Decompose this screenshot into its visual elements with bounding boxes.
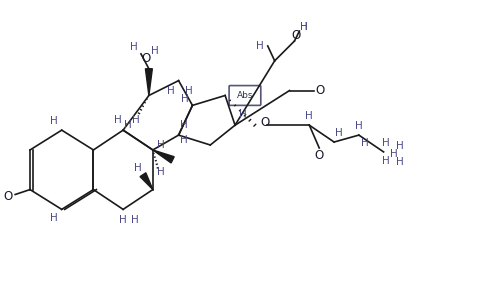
- Text: H: H: [114, 115, 122, 125]
- Text: H: H: [382, 156, 389, 166]
- Text: H: H: [119, 215, 127, 225]
- Text: H: H: [167, 86, 174, 95]
- Polygon shape: [153, 150, 174, 163]
- Text: H: H: [124, 120, 132, 130]
- Text: H: H: [180, 120, 187, 130]
- Text: H: H: [396, 157, 403, 167]
- Text: H: H: [130, 42, 138, 52]
- Text: H: H: [132, 115, 140, 125]
- Text: H: H: [131, 215, 139, 225]
- Text: H: H: [157, 140, 165, 150]
- Text: H: H: [361, 138, 369, 148]
- Text: H: H: [180, 135, 187, 145]
- Text: O: O: [315, 149, 324, 162]
- Text: O: O: [4, 190, 13, 203]
- Text: H: H: [50, 116, 57, 126]
- Text: Abs: Abs: [237, 91, 253, 100]
- Text: H: H: [157, 167, 165, 177]
- Text: H: H: [382, 138, 389, 148]
- Text: O: O: [292, 28, 301, 41]
- Text: H: H: [335, 128, 343, 138]
- Text: H: H: [306, 111, 313, 121]
- Text: H: H: [389, 149, 398, 159]
- Text: H: H: [134, 163, 142, 173]
- Polygon shape: [146, 69, 152, 95]
- Text: O: O: [316, 84, 325, 97]
- Text: O: O: [260, 116, 269, 129]
- Text: H: H: [396, 141, 403, 151]
- Text: H: H: [256, 41, 263, 51]
- Text: H: H: [299, 22, 307, 32]
- Text: H: H: [151, 46, 159, 56]
- Text: H: H: [50, 213, 57, 223]
- Text: H: H: [239, 110, 247, 120]
- Text: H: H: [181, 95, 188, 104]
- Text: H: H: [184, 86, 193, 95]
- Text: H: H: [300, 22, 308, 32]
- Text: H: H: [355, 121, 363, 131]
- Polygon shape: [140, 173, 153, 190]
- Text: O: O: [141, 52, 150, 65]
